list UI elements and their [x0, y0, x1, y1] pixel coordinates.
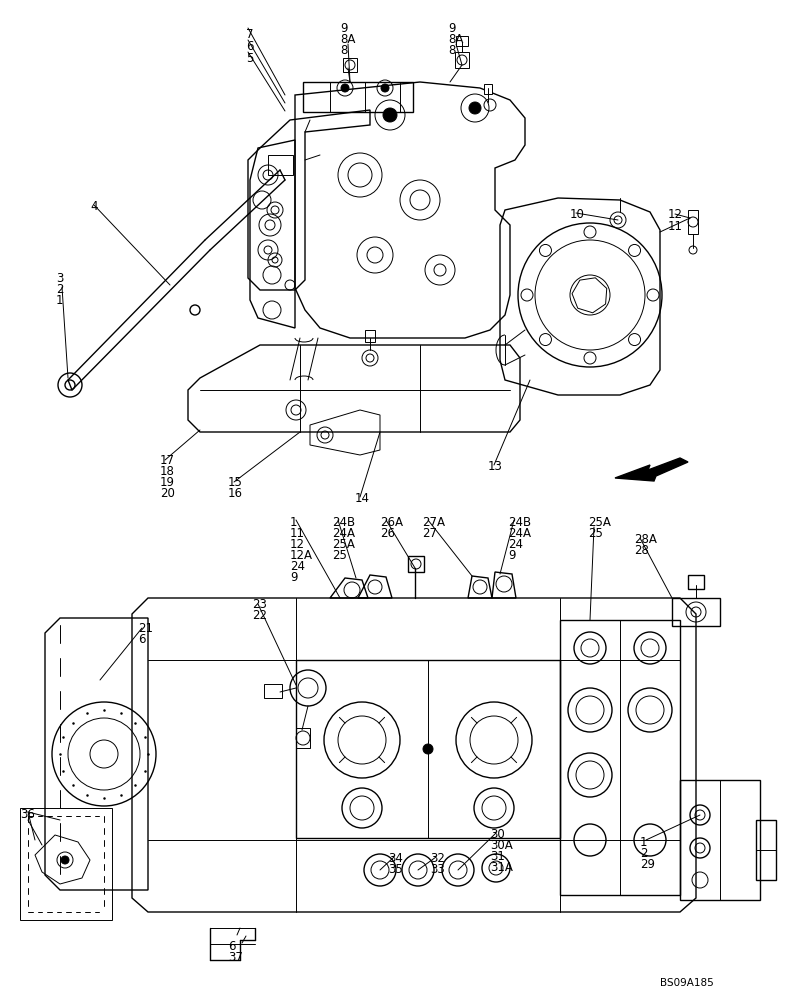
Bar	[484, 84, 492, 94]
Text: 24B: 24B	[508, 516, 531, 529]
Text: 6: 6	[246, 40, 254, 53]
Text: 15: 15	[228, 476, 243, 489]
Bar	[688, 575, 704, 589]
Text: 8A: 8A	[448, 33, 463, 46]
Polygon shape	[615, 458, 688, 481]
Text: 6: 6	[228, 940, 235, 953]
Text: 2: 2	[56, 283, 64, 296]
Text: 1: 1	[290, 516, 297, 529]
Text: 1: 1	[640, 836, 647, 849]
Text: 8: 8	[448, 44, 456, 57]
Bar	[343, 58, 357, 72]
Text: 7: 7	[246, 28, 254, 41]
Text: 20: 20	[160, 487, 175, 500]
Text: 11: 11	[668, 220, 683, 233]
Text: 25A: 25A	[332, 538, 355, 551]
Text: 14: 14	[355, 492, 370, 505]
Text: 9: 9	[508, 549, 516, 562]
Text: 12: 12	[668, 208, 683, 221]
Text: 28: 28	[634, 544, 649, 557]
Circle shape	[469, 102, 481, 114]
Text: 2: 2	[640, 847, 647, 860]
Text: 12A: 12A	[290, 549, 313, 562]
Circle shape	[341, 84, 349, 92]
Text: 21: 21	[138, 622, 153, 635]
Text: 37: 37	[228, 951, 243, 964]
Text: 19: 19	[160, 476, 175, 489]
Text: 18: 18	[160, 465, 175, 478]
Bar	[408, 556, 424, 572]
Text: 9: 9	[290, 571, 297, 584]
Text: 4: 4	[90, 200, 98, 213]
Circle shape	[381, 84, 389, 92]
Circle shape	[383, 108, 397, 122]
Text: 33: 33	[430, 863, 444, 876]
Bar	[672, 598, 720, 626]
Text: 31A: 31A	[490, 861, 513, 874]
Text: 13: 13	[488, 460, 503, 473]
Text: 12: 12	[290, 538, 305, 551]
Circle shape	[61, 856, 69, 864]
Bar	[365, 330, 375, 342]
Text: 6: 6	[138, 633, 145, 646]
Text: 27A: 27A	[422, 516, 445, 529]
Text: 11: 11	[290, 527, 305, 540]
Text: 25: 25	[588, 527, 603, 540]
Bar	[756, 820, 776, 880]
Text: 3: 3	[56, 272, 63, 285]
Text: 17: 17	[160, 454, 175, 467]
Bar	[296, 728, 310, 748]
Text: 30A: 30A	[490, 839, 513, 852]
Text: 10: 10	[570, 208, 585, 221]
Bar	[264, 684, 282, 698]
Text: 27: 27	[422, 527, 437, 540]
Text: 32: 32	[430, 852, 445, 865]
Text: 23: 23	[252, 598, 267, 611]
Text: 36: 36	[20, 808, 35, 821]
Text: BS09A185: BS09A185	[660, 978, 713, 988]
Bar	[455, 52, 469, 68]
Text: 34: 34	[388, 852, 403, 865]
Text: 5: 5	[246, 52, 254, 65]
Text: 29: 29	[640, 858, 655, 871]
Text: 24B: 24B	[332, 516, 356, 529]
Text: 24A: 24A	[508, 527, 531, 540]
Text: 35: 35	[388, 863, 402, 876]
Bar	[688, 210, 698, 234]
Text: 25: 25	[332, 549, 347, 562]
Text: 8A: 8A	[340, 33, 356, 46]
Text: 9: 9	[448, 22, 456, 35]
Text: 24: 24	[290, 560, 305, 573]
Bar	[268, 155, 293, 175]
Text: 31: 31	[490, 850, 505, 863]
Bar	[303, 82, 413, 112]
Text: 8: 8	[340, 44, 347, 57]
Text: 24A: 24A	[332, 527, 355, 540]
Text: 22: 22	[252, 609, 267, 622]
Text: 1: 1	[56, 294, 64, 307]
Text: 25A: 25A	[588, 516, 611, 529]
Text: 16: 16	[228, 487, 243, 500]
Text: 30: 30	[490, 828, 505, 841]
Text: 26: 26	[380, 527, 395, 540]
Circle shape	[423, 744, 433, 754]
Text: 28A: 28A	[634, 533, 657, 546]
Bar	[456, 36, 468, 46]
Text: 24: 24	[508, 538, 523, 551]
Text: 26A: 26A	[380, 516, 403, 529]
Text: 9: 9	[340, 22, 347, 35]
